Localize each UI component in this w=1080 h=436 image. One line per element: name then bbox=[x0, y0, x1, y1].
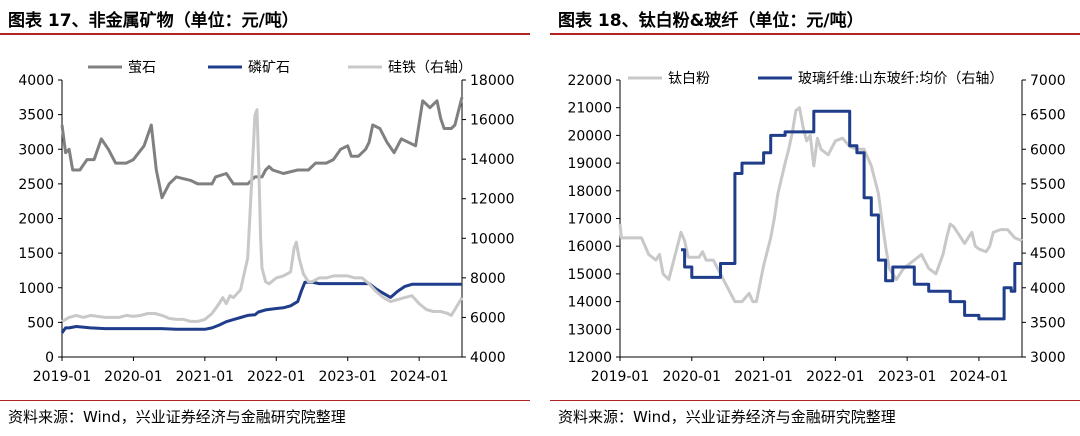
legend-label-0: 萤石 bbox=[128, 60, 156, 76]
y-left-tick-label: 13000 bbox=[567, 322, 612, 338]
y-left-tick-label: 3500 bbox=[18, 108, 54, 124]
source-note: 资料来源：Wind，兴业证券经济与金融研究院整理 bbox=[558, 408, 896, 426]
y-left-tick-label: 16000 bbox=[567, 239, 612, 255]
legend-label-0: 钛白粉 bbox=[668, 71, 710, 87]
y-left-tick-label: 1000 bbox=[18, 281, 54, 297]
source-divider bbox=[550, 400, 1080, 401]
y-right-tick-label: 18000 bbox=[470, 73, 515, 89]
series-line-0 bbox=[60, 96, 464, 200]
x-tick-label: 2019-01 bbox=[591, 369, 650, 385]
title-divider bbox=[0, 33, 530, 35]
y-right-tick-label: 6500 bbox=[1030, 108, 1066, 124]
chart-title: 图表 17、非金属矿物（单位：元/吨） bbox=[8, 11, 299, 31]
y-left-tick-label: 2000 bbox=[18, 212, 54, 228]
y-left-tick-label: 12000 bbox=[567, 350, 612, 366]
y-left-tick-label: 18000 bbox=[567, 184, 612, 200]
y-left-tick-label: 21000 bbox=[567, 101, 612, 117]
y-right-tick-label: 6000 bbox=[470, 310, 506, 326]
y-right-tick-label: 16000 bbox=[470, 113, 515, 129]
y-left-tick-label: 15000 bbox=[567, 267, 612, 283]
y-right-tick-label: 7000 bbox=[1030, 73, 1066, 89]
legend-label-1: 玻璃纤维:山东玻纤:均价（右轴） bbox=[798, 70, 1003, 87]
chart-panel-18: 图表 18、钛白粉&玻纤（单位：元/吨） 12000 13000 14000 1500… bbox=[550, 0, 1080, 436]
x-tick-label: 2020-01 bbox=[104, 369, 163, 385]
y-left-tick-label: 20000 bbox=[567, 128, 612, 144]
series-line-0 bbox=[618, 106, 1023, 304]
y-right-tick-label: 12000 bbox=[470, 192, 515, 208]
y-left-tick-label: 1500 bbox=[18, 246, 54, 262]
y-left-tick-label: 17000 bbox=[567, 212, 612, 228]
legend-label-1: 磷矿石 bbox=[248, 60, 290, 76]
y-right-tick-label: 10000 bbox=[470, 231, 515, 247]
y-right-tick-label: 5500 bbox=[1030, 177, 1066, 193]
x-tick-label: 2019-01 bbox=[33, 369, 92, 385]
y-right-tick-label: 3000 bbox=[1030, 350, 1066, 366]
x-tick-label: 2024-01 bbox=[390, 369, 449, 385]
y-left-tick-label: 0 bbox=[45, 350, 54, 366]
y-left-tick-label: 19000 bbox=[567, 156, 612, 172]
source-note: 资料来源：Wind，兴业证券经济与金融研究院整理 bbox=[8, 408, 346, 426]
chart-title: 图表 18、钛白粉&玻纤（单位：元/吨） bbox=[558, 11, 864, 31]
x-tick-label: 2021-01 bbox=[734, 369, 793, 385]
y-left-tick-label: 4000 bbox=[18, 73, 54, 89]
series-line-1 bbox=[60, 280, 462, 334]
y-right-tick-label: 8000 bbox=[470, 271, 506, 287]
series-line-2 bbox=[61, 108, 464, 323]
series-line-1 bbox=[681, 109, 1022, 321]
x-tick-label: 2022-01 bbox=[247, 369, 306, 385]
source-divider bbox=[0, 400, 530, 401]
y-left-tick-label: 3000 bbox=[18, 142, 54, 158]
y-right-tick-label: 14000 bbox=[470, 152, 515, 168]
x-tick-label: 2020-01 bbox=[663, 369, 722, 385]
y-right-tick-label: 4000 bbox=[1030, 281, 1066, 297]
x-tick-label: 2021-01 bbox=[176, 369, 235, 385]
title-divider bbox=[550, 33, 1080, 35]
y-right-tick-label: 3500 bbox=[1030, 315, 1066, 331]
legend-label-2: 硅铁（右轴） bbox=[388, 60, 472, 76]
y-left-tick-label: 14000 bbox=[567, 295, 612, 311]
y-right-tick-label: 4500 bbox=[1030, 246, 1066, 262]
x-tick-label: 2023-01 bbox=[318, 369, 377, 385]
x-tick-label: 2023-01 bbox=[878, 369, 937, 385]
chart-17-plot: 0 500 1000 1500 2000 2500 3000 3500 4000 4000 6000… bbox=[18, 60, 515, 385]
y-left-tick-label: 22000 bbox=[567, 73, 612, 89]
y-right-tick-label: 6000 bbox=[1030, 142, 1066, 158]
y-right-tick-label: 5000 bbox=[1030, 212, 1066, 228]
chart-panel-17: 图表 17、非金属矿物（单位：元/吨） 0 500 1000 1500 2000 2500… bbox=[0, 0, 530, 436]
y-left-tick-label: 2500 bbox=[18, 177, 54, 193]
y-right-tick-label: 4000 bbox=[470, 350, 506, 366]
y-left-tick-label: 500 bbox=[27, 315, 54, 331]
chart-18-plot: 12000 13000 14000 15000 16000 17000 18000 19000… bbox=[567, 70, 1066, 385]
x-tick-label: 2022-01 bbox=[806, 369, 865, 385]
x-tick-label: 2024-01 bbox=[950, 369, 1009, 385]
